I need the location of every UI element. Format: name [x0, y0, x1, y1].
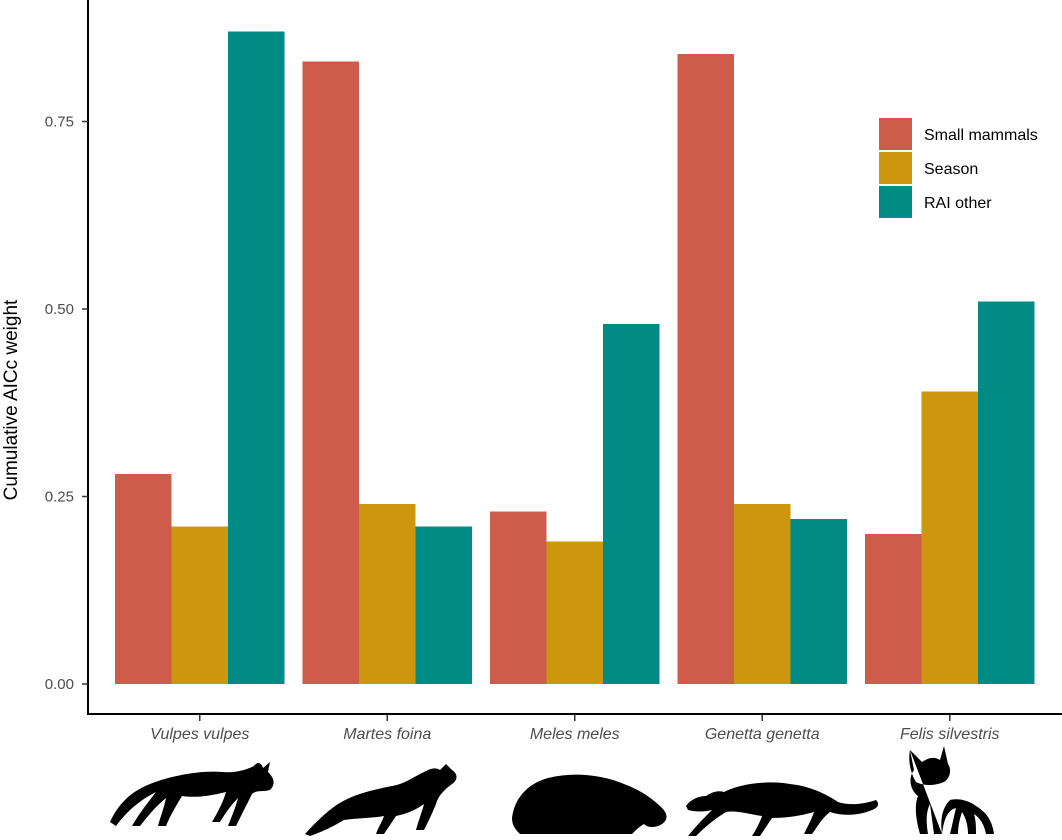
- bar-season-5: [921, 391, 978, 684]
- x-tick-label: Genetta genetta: [705, 726, 820, 743]
- bars-group: [115, 31, 1035, 684]
- legend: Small mammals Season RAI other: [879, 118, 1038, 218]
- bar-season-4: [734, 504, 791, 684]
- legend-key: [879, 118, 912, 150]
- bar-small-mammals-3: [490, 511, 547, 684]
- x-tick-label: Meles meles: [530, 726, 620, 743]
- bar-rai-other-5: [978, 301, 1035, 684]
- legend-label: Small mammals: [924, 127, 1038, 144]
- legend-label: Season: [924, 161, 978, 178]
- legend-label: RAI other: [924, 195, 992, 212]
- legend-key: [879, 186, 912, 218]
- x-tick-label: Felis silvestris: [900, 726, 1000, 743]
- y-tick-label: 0.75: [45, 114, 74, 131]
- silhouettes-group: [110, 746, 994, 836]
- marten-silhouette-icon: [305, 764, 457, 836]
- y-tick-label: 0.00: [45, 676, 74, 693]
- bar-rai-other-1: [228, 31, 285, 684]
- y-axis-title: Cumulative AICc weight: [1, 299, 22, 500]
- wildcat-silhouette-icon: [909, 746, 994, 834]
- fox-silhouette-icon: [110, 762, 274, 826]
- bar-season-3: [546, 541, 603, 684]
- legend-key: [879, 152, 912, 184]
- y-tick-label: 0.50: [45, 301, 74, 318]
- bar-season-2: [359, 504, 416, 684]
- x-tick-label: Vulpes vulpes: [150, 726, 249, 743]
- bar-rai-other-2: [415, 526, 472, 684]
- y-ticks-group: 0.00 0.25 0.50 0.75: [45, 114, 88, 693]
- bar-season-1: [171, 526, 228, 684]
- bar-small-mammals-5: [865, 534, 922, 684]
- bar-small-mammals-1: [115, 474, 172, 684]
- genet-silhouette-icon: [686, 782, 879, 836]
- y-tick-label: 0.25: [45, 489, 74, 506]
- bar-rai-other-3: [603, 324, 660, 684]
- x-tick-label: Martes foina: [343, 726, 431, 743]
- bar-small-mammals-2: [302, 61, 359, 684]
- badger-silhouette-icon: [512, 774, 667, 834]
- x-ticks-group: Vulpes vulpes Martes foina Meles meles Gene…: [150, 715, 1000, 743]
- bar-rai-other-4: [790, 519, 847, 684]
- bar-small-mammals-4: [677, 54, 734, 684]
- axes-group: [87, 0, 1062, 715]
